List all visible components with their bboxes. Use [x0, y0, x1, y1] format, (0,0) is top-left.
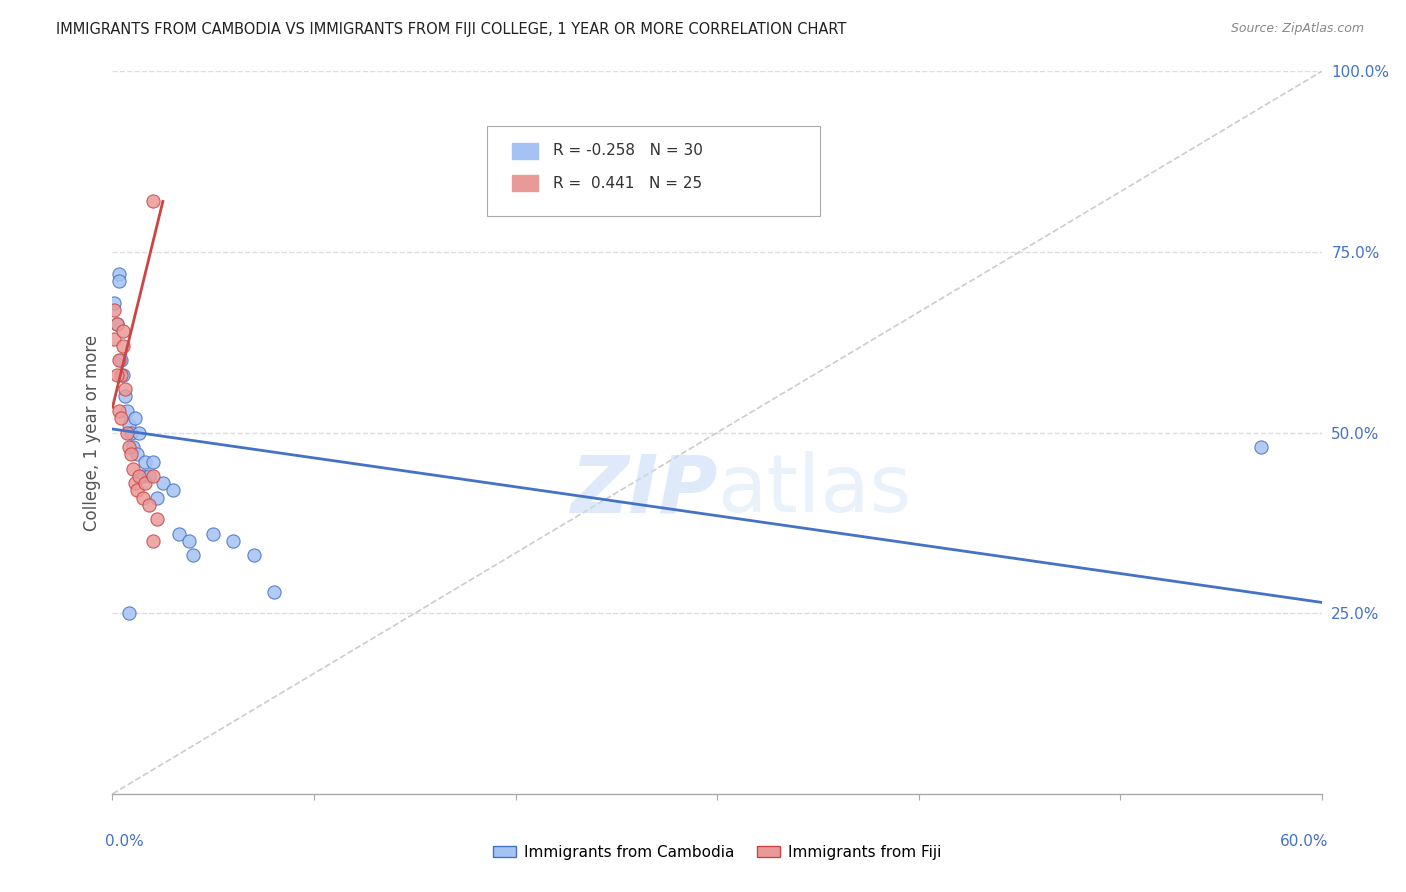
Point	[111, 339, 134, 353]
Point	[105, 368, 128, 382]
Point	[110, 411, 132, 425]
Point	[115, 425, 138, 440]
Point	[202, 526, 225, 541]
Point	[107, 274, 129, 288]
Point	[121, 440, 143, 454]
Point	[128, 425, 150, 440]
Point	[111, 368, 134, 382]
Text: 0.0%: 0.0%	[105, 834, 145, 849]
Point	[146, 512, 169, 526]
Point	[138, 498, 160, 512]
Point	[242, 549, 264, 563]
Point	[152, 476, 174, 491]
Point	[120, 447, 142, 461]
Point	[142, 469, 165, 483]
Point	[1250, 440, 1272, 454]
Point	[142, 194, 165, 209]
Point	[121, 462, 143, 476]
Point	[124, 476, 146, 491]
Y-axis label: College, 1 year or more: College, 1 year or more	[83, 334, 101, 531]
Bar	[512, 143, 538, 159]
Point	[132, 469, 155, 483]
Point	[114, 382, 136, 396]
Point	[110, 368, 132, 382]
Text: R =  0.441   N = 25: R = 0.441 N = 25	[553, 176, 702, 191]
Text: ZIP: ZIP	[569, 451, 717, 530]
Point	[117, 440, 139, 454]
Point	[115, 404, 138, 418]
Point	[110, 353, 132, 368]
Point	[107, 353, 129, 368]
Text: R = -0.258   N = 30: R = -0.258 N = 30	[553, 144, 703, 159]
Point	[132, 491, 155, 505]
Point	[103, 302, 125, 317]
Point	[117, 607, 139, 621]
Point	[125, 483, 148, 498]
Point	[263, 584, 285, 599]
Point	[142, 454, 165, 468]
Bar	[512, 176, 538, 191]
Text: atlas: atlas	[717, 451, 911, 530]
Point	[134, 454, 156, 468]
Point	[181, 549, 204, 563]
Point	[222, 533, 245, 548]
Point	[103, 295, 125, 310]
Text: Source: ZipAtlas.com: Source: ZipAtlas.com	[1230, 22, 1364, 36]
Point	[111, 325, 134, 339]
Point	[142, 533, 165, 548]
Point	[103, 332, 125, 346]
Point	[128, 469, 150, 483]
Point	[162, 483, 184, 498]
Point	[120, 425, 142, 440]
Point	[167, 526, 190, 541]
Point	[117, 418, 139, 433]
Point	[105, 318, 128, 332]
Point	[177, 533, 200, 548]
Point	[114, 389, 136, 403]
Point	[125, 447, 148, 461]
Legend: Immigrants from Cambodia, Immigrants from Fiji: Immigrants from Cambodia, Immigrants fro…	[486, 838, 948, 866]
Point	[124, 411, 146, 425]
FancyBboxPatch shape	[488, 126, 820, 216]
Point	[107, 404, 129, 418]
Point	[134, 476, 156, 491]
Text: IMMIGRANTS FROM CAMBODIA VS IMMIGRANTS FROM FIJI COLLEGE, 1 YEAR OR MORE CORRELA: IMMIGRANTS FROM CAMBODIA VS IMMIGRANTS F…	[56, 22, 846, 37]
Point	[138, 469, 160, 483]
Point	[107, 267, 129, 281]
Text: 60.0%: 60.0%	[1281, 834, 1329, 849]
Point	[146, 491, 169, 505]
Point	[105, 318, 128, 332]
